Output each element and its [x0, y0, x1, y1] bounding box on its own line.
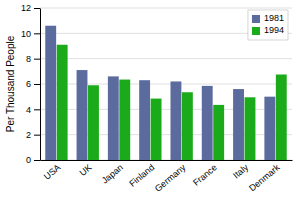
bar — [276, 75, 287, 161]
bar — [245, 97, 256, 160]
tick: Italy — [231, 162, 250, 181]
y-axis-title: Per Thousand People — [5, 35, 16, 132]
bar — [88, 85, 99, 160]
legend-item: 1994 — [252, 25, 284, 35]
legend: 1981 1994 — [248, 10, 288, 40]
grid — [40, 8, 292, 160]
tick: Denmark — [247, 162, 282, 193]
tick-label: France — [191, 162, 219, 188]
tick-label: Finland — [127, 162, 156, 189]
tick-label: UK — [78, 162, 94, 178]
bar-series — [45, 26, 275, 160]
bar — [202, 86, 213, 160]
legend-label: 1994 — [264, 25, 284, 35]
bars — [45, 26, 286, 160]
bar-series — [57, 45, 287, 160]
tick-label: 0 — [26, 155, 31, 165]
tick: 12 — [21, 3, 40, 13]
x-axis: USA UK JapanFinlandGermanyFrance ItalyDenma… — [41, 161, 293, 194]
tick: UK — [78, 162, 94, 178]
bar — [233, 89, 244, 160]
tick-label: 6 — [26, 79, 31, 89]
bar — [213, 105, 224, 160]
legend-item: 1981 — [252, 13, 284, 23]
tick-label: 2 — [26, 130, 31, 140]
tick-label: 10 — [21, 29, 31, 39]
tick-mark — [34, 59, 40, 60]
tick: 2 — [26, 130, 40, 140]
plot: 0 2 4 6 8 10 12 USA UK JapanFinlandGermanyFrance I… — [21, 3, 293, 193]
tick-mark — [34, 160, 40, 161]
bar — [151, 99, 162, 160]
tick-label: 8 — [26, 54, 31, 64]
bar — [119, 80, 130, 160]
tick-mark — [34, 8, 40, 9]
legend-swatch — [252, 27, 260, 35]
tick-mark — [34, 84, 40, 85]
bar — [182, 92, 193, 160]
tick-label: Germany — [153, 162, 188, 194]
tick: 6 — [26, 79, 40, 89]
tick-label: 12 — [21, 3, 31, 13]
legend-frame — [248, 10, 288, 40]
tick: USA — [42, 162, 63, 182]
bar — [108, 76, 119, 160]
tick: 8 — [26, 54, 40, 64]
tick-mark — [34, 135, 40, 136]
tick-label: Denmark — [247, 162, 282, 193]
tick: 4 — [26, 105, 40, 115]
bar — [264, 97, 275, 160]
bar — [45, 26, 56, 160]
bar — [77, 70, 88, 160]
bar — [57, 45, 68, 160]
y-axis: 0 2 4 6 8 10 12 — [21, 3, 41, 165]
tick: 0 — [26, 155, 40, 165]
tick-label: USA — [42, 162, 63, 182]
tick: Japan — [100, 162, 125, 185]
grid-line — [40, 58, 292, 59]
legend-swatch — [252, 15, 260, 23]
axis-line — [41, 160, 293, 161]
axis-line — [40, 9, 41, 161]
tick: France — [191, 162, 219, 188]
grid-line — [40, 8, 292, 9]
tick: Germany — [153, 162, 188, 194]
tick: 10 — [21, 29, 40, 39]
tick: Finland — [127, 162, 156, 189]
bar — [139, 80, 150, 160]
tick-mark — [34, 33, 40, 34]
bar — [170, 81, 181, 160]
tick-mark — [34, 109, 40, 110]
legend-label: 1981 — [264, 13, 284, 23]
tick-label: 4 — [26, 105, 31, 115]
chart: 0 2 4 6 8 10 12 USA UK JapanFinlandGermanyFrance I… — [0, 0, 300, 200]
tick-label: Italy — [231, 162, 250, 181]
tick-label: Japan — [100, 162, 125, 185]
